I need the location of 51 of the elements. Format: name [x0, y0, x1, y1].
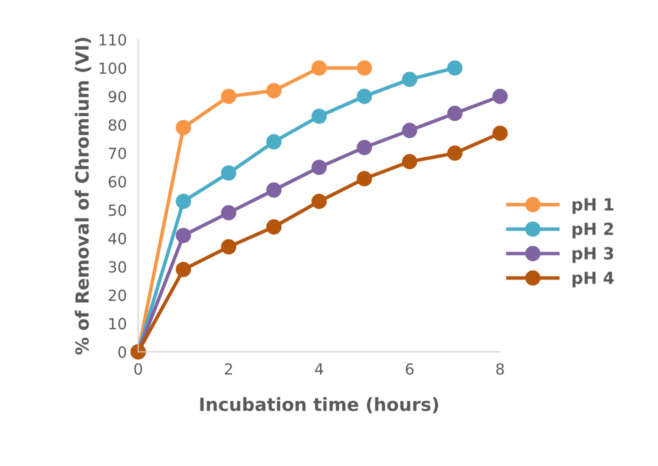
y-axis-title: % of Removal of Chromium (VI) — [74, 38, 91, 355]
x-tick-label: 4 — [315, 363, 324, 375]
legend-label: pH 2 — [572, 222, 614, 238]
y-tick-label: 0 — [118, 346, 126, 358]
y-tick-label: 40 — [108, 232, 126, 244]
legend-label: pH 1 — [572, 198, 614, 214]
x-tick-label: 2 — [224, 363, 232, 375]
point — [176, 262, 192, 278]
point — [176, 228, 192, 244]
point — [266, 83, 282, 98]
point — [402, 72, 418, 87]
x-tick-label: 6 — [406, 363, 414, 375]
point — [221, 88, 236, 104]
point — [311, 194, 327, 210]
point — [221, 205, 236, 220]
point — [266, 182, 282, 198]
point — [402, 122, 418, 138]
point — [176, 194, 192, 210]
y-tick-label: 80 — [108, 119, 126, 131]
y-tick-label: 60 — [108, 176, 126, 188]
point — [221, 239, 236, 254]
y-tick-label: 20 — [108, 290, 126, 302]
point — [492, 126, 508, 141]
point — [311, 160, 327, 175]
point — [356, 60, 372, 76]
point — [266, 134, 282, 150]
y-tick-label: 30 — [108, 261, 126, 273]
point — [221, 165, 236, 181]
point — [402, 154, 418, 170]
point — [356, 171, 372, 186]
legend-label: pH 3 — [572, 247, 614, 263]
point — [492, 88, 508, 104]
x-tick-label: 8 — [496, 363, 504, 375]
point — [447, 106, 462, 122]
point — [311, 108, 327, 124]
point — [447, 60, 462, 76]
point — [356, 140, 372, 156]
x-axis-title: Incubation time (hours) — [200, 397, 438, 414]
point — [266, 219, 282, 235]
y-tick-label: 90 — [108, 90, 126, 102]
x-tick-label: 0 — [134, 363, 142, 375]
y-tick-label: 110 — [100, 34, 126, 46]
y-tick-label: 50 — [108, 204, 126, 216]
y-tick-label: 100 — [100, 62, 126, 74]
y-tick-label: 10 — [109, 318, 126, 330]
legend-label: pH 4 — [572, 272, 614, 288]
point — [356, 88, 372, 104]
point — [176, 120, 192, 136]
point — [447, 146, 462, 161]
point — [311, 60, 327, 76]
y-tick-label: 70 — [108, 148, 126, 160]
